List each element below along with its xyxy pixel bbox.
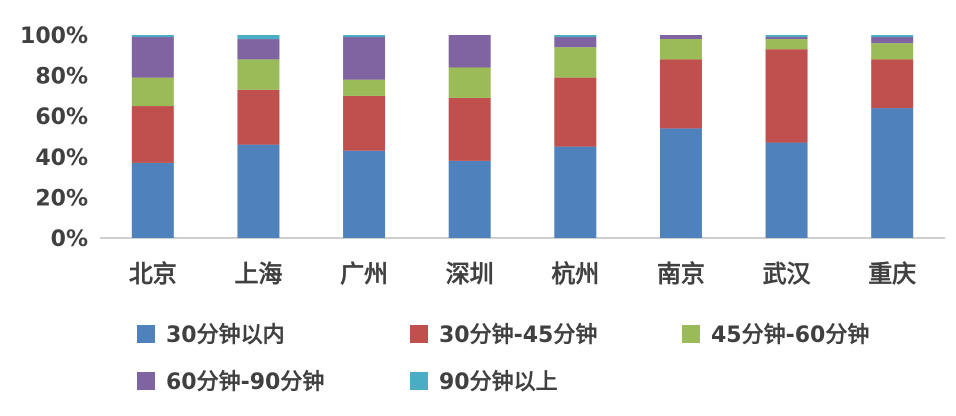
legend-label: 60分钟-90分钟 <box>166 369 324 395</box>
bar-segment-4 <box>554 37 597 48</box>
bar-segment-1 <box>448 160 491 238</box>
legend-swatch <box>137 372 155 390</box>
y-tick-label: 40% <box>35 146 88 171</box>
bar-segment-4 <box>871 37 914 44</box>
bar-segment-3 <box>131 77 174 107</box>
category-label: 杭州 <box>551 260 599 288</box>
bar-segment-2 <box>448 97 491 161</box>
bar-segment-3 <box>659 39 702 60</box>
legend-swatch <box>682 325 700 343</box>
bar-segment-2 <box>343 95 386 151</box>
category-label: 武汉 <box>763 260 812 288</box>
bar-segment-1 <box>343 150 386 238</box>
bar-segment-2 <box>765 49 808 143</box>
bar-segment-4 <box>765 37 808 40</box>
category-label: 深圳 <box>446 260 494 288</box>
bar-segment-2 <box>871 59 914 109</box>
legend-swatch <box>410 372 428 390</box>
bar-segment-4 <box>237 39 280 60</box>
bar-segment-2 <box>659 59 702 129</box>
bar-segment-1 <box>554 146 597 238</box>
bar-segment-3 <box>237 59 280 90</box>
bar-segment-1 <box>871 108 914 238</box>
bar-segment-3 <box>765 39 808 50</box>
category-label: 南京 <box>657 260 705 288</box>
bar-segment-5 <box>131 35 174 38</box>
bar-segment-5 <box>765 35 808 38</box>
bar-segment-5 <box>237 35 280 40</box>
bar-segment-3 <box>871 43 914 60</box>
legend-swatch <box>137 325 155 343</box>
bar-segment-2 <box>131 106 174 163</box>
legend-label: 90分钟以上 <box>439 369 558 395</box>
bar-segment-1 <box>237 144 280 238</box>
category-label: 上海 <box>234 260 282 288</box>
bar-segment-3 <box>343 79 386 96</box>
y-tick-label: 80% <box>35 65 88 90</box>
bar-segment-1 <box>765 142 808 238</box>
y-tick-label: 60% <box>35 105 88 130</box>
y-tick-label: 100% <box>20 24 88 49</box>
bar-segment-3 <box>554 47 597 78</box>
bar-segment-4 <box>448 35 491 68</box>
category-label: 北京 <box>129 260 177 288</box>
bar-segment-4 <box>343 37 386 80</box>
bar-segment-5 <box>871 35 914 38</box>
y-tick-label: 20% <box>35 186 88 211</box>
legend-label: 30分钟-45分钟 <box>439 322 597 348</box>
category-label: 广州 <box>340 260 388 288</box>
legend-swatch <box>410 325 428 343</box>
bar-segment-1 <box>131 162 174 238</box>
bar-segment-1 <box>659 128 702 238</box>
legend-label: 45分钟-60分钟 <box>711 322 869 348</box>
bar-segment-5 <box>343 35 386 38</box>
bar-segment-4 <box>659 35 702 40</box>
bar-segment-3 <box>448 67 491 98</box>
bar-segment-2 <box>554 77 597 147</box>
y-tick-label: 0% <box>51 227 88 252</box>
category-label: 重庆 <box>868 260 916 288</box>
legend-label: 30分钟以内 <box>166 322 285 348</box>
bar-segment-4 <box>131 37 174 78</box>
bar-segment-2 <box>237 89 280 145</box>
bar-segment-5 <box>554 35 597 38</box>
